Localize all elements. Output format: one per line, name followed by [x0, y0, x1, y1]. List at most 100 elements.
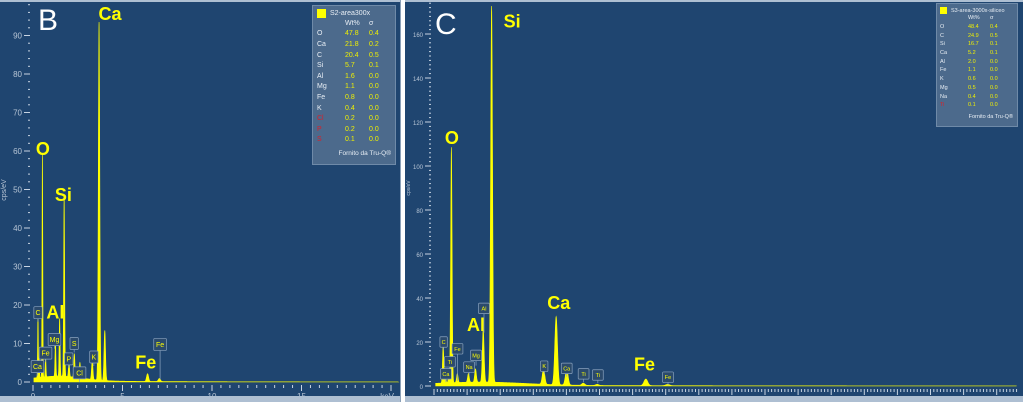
y-tick-label: 10 [13, 340, 22, 349]
peak-label-group: Na [463, 361, 475, 376]
element-cell: Si [317, 62, 324, 70]
spectrum-panel-b: 0102030405060708090051015keVcps/eVCaOSiA… [0, 0, 401, 402]
spectrum-series [435, 5, 1017, 387]
table-row: Al 2.0 0.0 [940, 57, 998, 66]
y-tick-label: 40 [13, 224, 22, 233]
element-cell: C [317, 51, 323, 59]
spectrum-panel-c: 0204060801001201401600123456789101112131… [405, 0, 1023, 402]
peak-label-group: Ca [30, 360, 45, 376]
element-cell: Mg [940, 84, 948, 91]
table-row: Ca 21.8 0.2 [317, 39, 379, 50]
peak-label-box [439, 336, 448, 348]
bottom-strip [405, 396, 1023, 402]
y-tick-label: 0 [18, 378, 23, 387]
peak-label-box [30, 360, 45, 373]
wt-cell: 16.7 [968, 41, 979, 48]
element-cell: Fe [940, 67, 947, 74]
peak-label-box [560, 362, 573, 374]
peak-label: Mg [472, 353, 480, 359]
wt-cell: 0.1 [968, 102, 976, 109]
bottom-strip [0, 396, 400, 402]
element-label: O [36, 139, 50, 159]
peak-label-group: Al [478, 302, 490, 333]
table-row: O 48.4 0.4 [940, 23, 998, 32]
y-axis-label: cps/eV [406, 180, 412, 196]
y-tick-label: 90 [13, 32, 22, 41]
sigma-cell: 0.1 [990, 41, 998, 48]
sigma-cell: 0.0 [990, 76, 998, 83]
wt-cell: 21.8 [345, 40, 359, 48]
y-tick-label: 60 [416, 253, 423, 259]
peak-label-group: Ca [560, 362, 573, 377]
wt-cell: 0.4 [968, 93, 976, 100]
peak-label-group: K [540, 360, 549, 375]
sigma-cell: 0.0 [369, 136, 379, 144]
peak-label-box [69, 337, 79, 350]
peak-label-group: Ti [592, 369, 604, 384]
wt-cell: 24.9 [968, 32, 979, 39]
element-label: O [445, 128, 459, 148]
peak-label-group: Fe [153, 338, 167, 380]
panel-label: B [38, 4, 59, 37]
y-tick-label: 80 [416, 209, 423, 215]
peak-label-group: P [64, 352, 74, 368]
peak-label: Ca [33, 364, 42, 371]
element-label: Al [46, 302, 64, 322]
peak-label-group: Fe [662, 371, 674, 386]
element-label: Ca [98, 4, 122, 24]
table-row: Mg 0.5 0.0 [940, 84, 998, 93]
element-label: Si [55, 185, 72, 205]
element-cell: O [940, 24, 945, 31]
quantification-legend: S2-area300x Wt% σ O 47.8 0.4 Ca 21.8 0.2 C 20.4 0.5… [312, 5, 396, 165]
wt-cell: 1.1 [345, 83, 355, 91]
peak-label: Ca [442, 372, 450, 378]
sigma-cell: 0.0 [369, 104, 379, 112]
sigma-cell: 0.0 [990, 58, 998, 65]
peak-label-group: Fe [38, 346, 53, 363]
y-tick-label: 60 [13, 147, 22, 156]
sigma-cell: 0.0 [369, 93, 379, 101]
top-strip [0, 0, 400, 2]
wt-cell: 0.2 [345, 125, 355, 133]
sigma-cell: 0.1 [990, 50, 998, 57]
table-row: K 0.6 0.0 [940, 75, 998, 84]
peak-label-box [592, 369, 604, 381]
table-header-row: Wt% σ [317, 18, 379, 29]
element-label: Al [467, 315, 485, 335]
y-tick-label: 50 [13, 186, 22, 195]
wt-cell: 0.2 [345, 115, 355, 123]
table-header-row: Wt% σ [940, 14, 998, 23]
peak-label-box [444, 356, 456, 368]
wt-cell: 2.0 [968, 58, 976, 65]
wt-cell: 1.6 [345, 72, 355, 80]
sigma-cell: 0.0 [990, 84, 998, 91]
peak-label: Ti [448, 360, 452, 366]
peak-label-group: C [439, 336, 448, 351]
peak-label-box [64, 352, 74, 366]
sigma-cell: 0.2 [369, 40, 379, 48]
sigma-cell: 0.0 [369, 125, 379, 133]
peak-label-box [540, 360, 549, 372]
col-wt: Wt% [345, 19, 360, 27]
sigma-cell: 0.0 [369, 115, 379, 123]
wt-cell: 0.1 [345, 136, 355, 144]
composition-table: Wt% σ O 47.8 0.4 Ca 21.8 0.2 C 20.4 0.5 Si 5.7 0.1 Al 1… [317, 18, 379, 145]
peak-label-box [72, 366, 87, 380]
table-row: K 0.4 0.0 [317, 103, 379, 114]
y-tick-label: 20 [13, 301, 22, 310]
element-cell: Cl [317, 115, 324, 123]
y-tick-label: 140 [413, 77, 424, 83]
element-cell: Ca [940, 50, 948, 57]
table-row: Si 16.7 0.1 [940, 40, 998, 49]
peak-label-box [47, 333, 62, 346]
sigma-cell: 0.0 [990, 67, 998, 74]
table-row: Ti 0.1 0.0 [940, 101, 998, 110]
element-cell: Al [317, 72, 324, 80]
col-sigma: σ [369, 19, 374, 27]
legend-header: S2-area300x [317, 9, 395, 18]
wt-cell: 0.6 [968, 76, 976, 83]
peak-label: Mg [50, 337, 60, 344]
peak-label-group: Ti [577, 368, 590, 383]
y-tick-label: 70 [13, 109, 22, 118]
legend-header: S3-area-3000x-siliceo [940, 7, 1017, 14]
